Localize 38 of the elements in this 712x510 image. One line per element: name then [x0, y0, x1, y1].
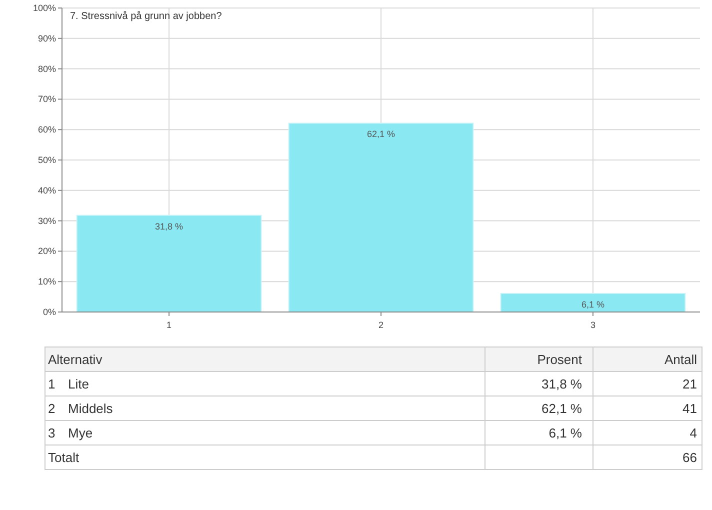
y-tick-label: 0% — [42, 307, 56, 317]
text: 21 — [682, 376, 697, 392]
text: 41 — [682, 401, 697, 416]
text: 3 — [48, 426, 56, 440]
text: 4 — [690, 426, 697, 440]
y-tick-label: 50% — [38, 155, 56, 165]
y-tick-label: 10% — [38, 276, 56, 287]
text: Prosent — [537, 352, 582, 367]
x-tick-label: 2 — [378, 320, 384, 330]
bar — [76, 214, 262, 312]
chart-title: 7. Stressnivå på grunn av jobben? — [70, 10, 222, 22]
y-tick-label: 80% — [38, 64, 56, 74]
text: Lite — [68, 376, 89, 392]
y-tick-label: 60% — [38, 124, 56, 135]
text: 66 — [682, 450, 697, 465]
y-tick-label: 100% — [32, 3, 56, 13]
data-label: 62,1 % — [366, 129, 396, 140]
text: Antall — [664, 352, 698, 367]
y-tick-label: 30% — [38, 216, 56, 226]
data-label: 6,1 % — [581, 299, 604, 310]
y-tick-label: 90% — [38, 33, 56, 44]
x-tick-label: 3 — [590, 320, 596, 330]
y-tick-label: 40% — [38, 185, 56, 196]
text: 62,1 % — [542, 401, 582, 416]
text: Middels — [68, 401, 114, 416]
bar — [500, 292, 686, 312]
text: 2 — [48, 401, 56, 416]
y-tick-label: 20% — [38, 246, 56, 256]
text: Alternativ — [48, 352, 103, 367]
x-tick-label: 1 — [166, 320, 172, 330]
text: Mye — [68, 426, 93, 440]
y-tick-label: 70% — [38, 94, 56, 104]
text: 6,1 % — [548, 426, 582, 440]
text: 31,8 % — [542, 376, 582, 392]
bar — [288, 122, 474, 312]
text: 1 — [48, 376, 56, 392]
data-label: 31,8 % — [155, 221, 184, 232]
text: Totalt — [48, 450, 80, 465]
